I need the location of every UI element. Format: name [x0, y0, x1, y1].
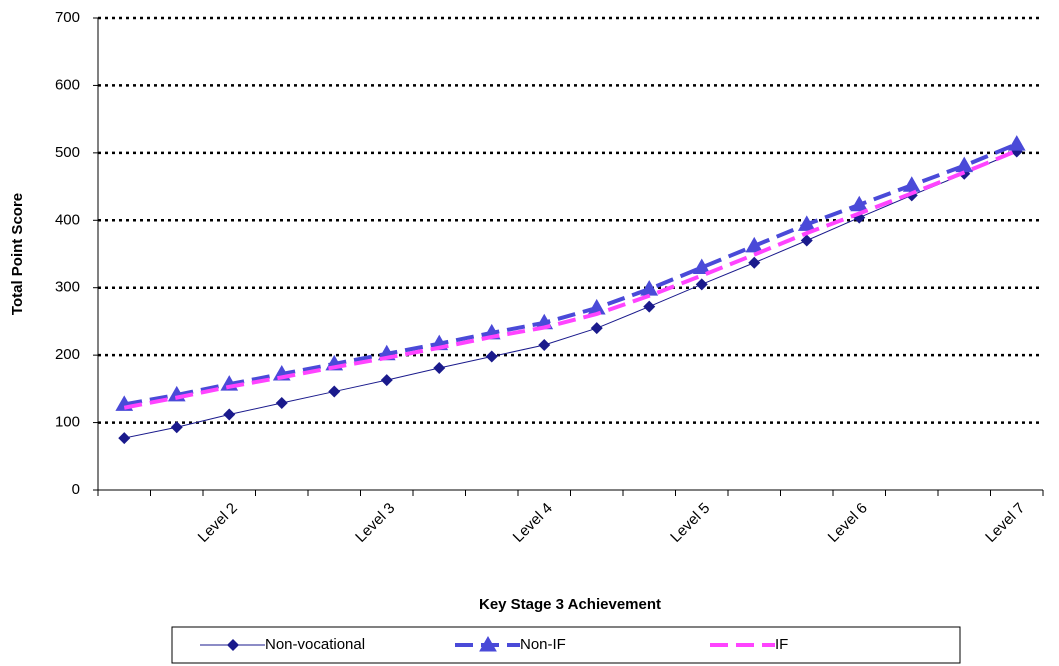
y-tick-label: 600	[55, 76, 80, 93]
data-point	[118, 432, 131, 445]
legend-label: Non-vocational	[265, 636, 365, 653]
y-tick-label: 400	[55, 211, 80, 228]
data-point	[695, 278, 708, 291]
y-tick-label: 0	[72, 481, 80, 498]
data-point	[587, 298, 606, 315]
data-point	[902, 176, 921, 192]
legend-marker	[227, 639, 239, 651]
data-point	[485, 350, 498, 363]
x-tick-label: Level 5	[667, 500, 713, 546]
series-line	[123, 142, 1018, 407]
data-point	[275, 397, 288, 410]
data-point	[223, 408, 236, 421]
data-point	[590, 322, 603, 335]
data-point	[643, 300, 656, 313]
y-axis-title: Total Point Score	[9, 193, 26, 315]
y-tick-label: 700	[55, 9, 80, 26]
legend-label: Non-IF	[520, 636, 566, 653]
x-tick-label: Level 3	[352, 500, 398, 546]
data-point	[692, 258, 711, 274]
x-tick-label: Level 4	[510, 500, 556, 546]
data-point	[797, 215, 816, 231]
y-tick-label: 100	[55, 414, 80, 431]
legend-marker	[479, 635, 497, 652]
data-point	[170, 421, 183, 434]
data-point	[800, 234, 813, 247]
x-axis-title: Key Stage 3 Achievement	[479, 596, 661, 613]
data-point	[748, 256, 761, 269]
data-point	[380, 374, 393, 387]
y-tick-label: 500	[55, 144, 80, 161]
data-point	[1007, 135, 1026, 151]
legend-box	[171, 626, 961, 664]
x-tick-label: Level 7	[982, 500, 1028, 546]
data-point	[640, 280, 659, 296]
x-tick-label: Level 2	[195, 500, 241, 546]
series-line	[124, 151, 1017, 439]
data-point	[745, 236, 764, 253]
data-point	[955, 156, 974, 173]
data-point	[328, 385, 341, 398]
y-tick-label: 300	[55, 279, 80, 296]
y-tick-label: 200	[55, 346, 80, 363]
data-point	[538, 339, 551, 352]
legend-label: IF	[775, 636, 788, 653]
x-tick-label: Level 6	[825, 500, 871, 546]
data-point	[433, 361, 446, 374]
data-point	[850, 195, 869, 212]
series-line	[123, 148, 1018, 410]
